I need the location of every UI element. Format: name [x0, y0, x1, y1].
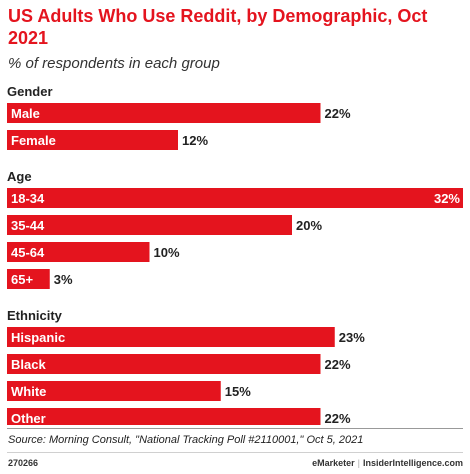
bar-45-64 — [7, 242, 150, 262]
bar-label-18-34: 18-34 — [11, 191, 45, 206]
bar-65 — [7, 269, 50, 289]
bar-value-hispanic: 23% — [339, 330, 365, 345]
brand-separator: | — [357, 458, 360, 468]
bar-label-other: Other — [11, 411, 46, 425]
bar-label-65: 65+ — [11, 272, 33, 287]
bar-label-35-44: 35-44 — [11, 218, 45, 233]
bar-chart: Gender Male 22% Female 12% Age 18-34 32% 35-44 20… — [7, 84, 463, 425]
footer-brand: eMarketer | InsiderIntelligence.com — [312, 458, 463, 468]
group-heading-ethnicity: Ethnicity — [7, 308, 63, 323]
bar-label-hispanic: Hispanic — [11, 330, 65, 345]
source-note: Source: Morning Consult, "National Track… — [8, 434, 364, 446]
bar-value-18-34: 32% — [434, 191, 460, 206]
bar-value-black: 22% — [325, 357, 351, 372]
bar-other — [7, 408, 321, 425]
bar-18-34 — [7, 188, 463, 208]
bar-35-44 — [7, 215, 292, 235]
brand-insider-intelligence: InsiderIntelligence.com — [362, 458, 463, 468]
source-divider — [7, 428, 463, 429]
bar-female — [7, 130, 178, 150]
bar-value-65: 3% — [54, 272, 73, 287]
bar-value-female: 12% — [182, 133, 208, 148]
bar-label-white: White — [11, 384, 46, 399]
bar-hispanic — [7, 327, 335, 347]
bar-label-45-64: 45-64 — [11, 245, 45, 260]
bar-value-45-64: 10% — [154, 245, 180, 260]
group-heading-age: Age — [7, 169, 32, 184]
bar-value-male: 22% — [325, 106, 351, 121]
bar-black — [7, 354, 321, 374]
brand-emarketer: eMarketer — [312, 458, 355, 468]
footer-divider — [7, 452, 463, 453]
chart-subtitle: % of respondents in each group — [8, 55, 220, 72]
bar-value-other: 22% — [325, 411, 351, 425]
bar-label-male: Male — [11, 106, 40, 121]
bar-label-black: Black — [11, 357, 46, 372]
group-heading-gender: Gender — [7, 84, 53, 99]
bar-male — [7, 103, 321, 123]
bar-label-female: Female — [11, 133, 56, 148]
chart-id: 270266 — [8, 458, 39, 468]
bar-value-white: 15% — [225, 384, 251, 399]
chart-title: US Adults Who Use Reddit, by Demographic… — [8, 6, 428, 48]
bar-value-35-44: 20% — [296, 218, 322, 233]
bar-white — [7, 381, 221, 401]
